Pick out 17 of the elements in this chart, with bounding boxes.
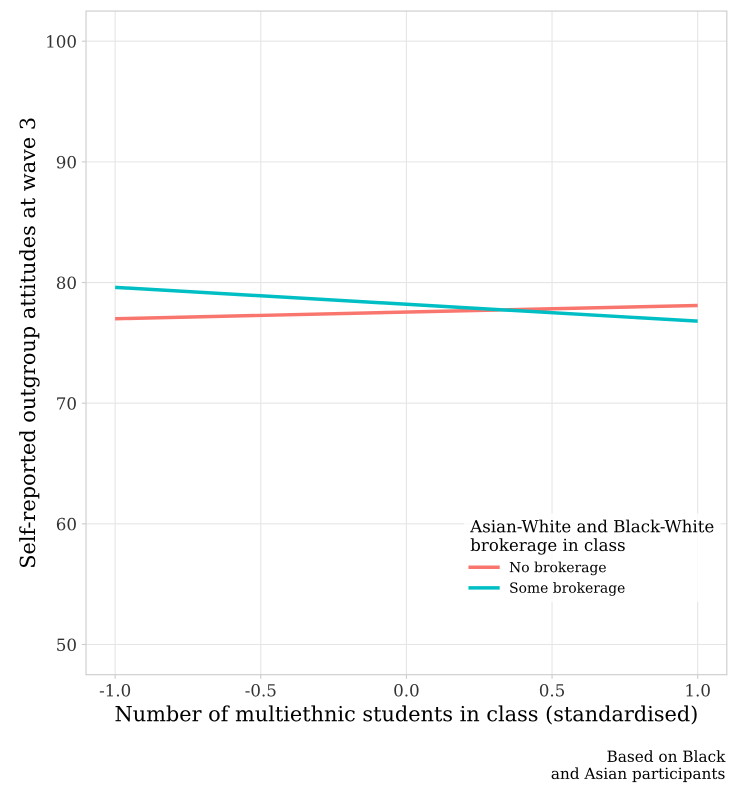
- x-tick-label: 1.0: [686, 684, 710, 697]
- y-tick-label: 70: [57, 397, 76, 410]
- text: Based on Black and Asian participants: [552, 750, 726, 782]
- legend-title: Asian-White and Black-White brokerage in class: [470, 520, 714, 555]
- x-tick-label: 0.5: [540, 684, 564, 697]
- y-tick-label: 50: [57, 638, 76, 652]
- y-tick-label: 90: [56, 156, 76, 168]
- x-tick-label: -1.0: [100, 684, 130, 697]
- x-axis-title: Number of multiethnic students in class (standardised): [116, 705, 697, 724]
- y-tick-label: 100: [47, 35, 76, 48]
- legend-label: No brokerage: [510, 562, 606, 576]
- y-tick-label: 60: [56, 518, 76, 530]
- legend-label: Some brokerage: [510, 582, 625, 596]
- x-tick-label: -0.5: [245, 684, 276, 697]
- y-axis-title: Self-reported outgroup attitudes at wave 3: [19, 118, 40, 568]
- x-tick-label: 0.0: [394, 684, 419, 697]
- y-tick-label: 80: [56, 276, 76, 290]
